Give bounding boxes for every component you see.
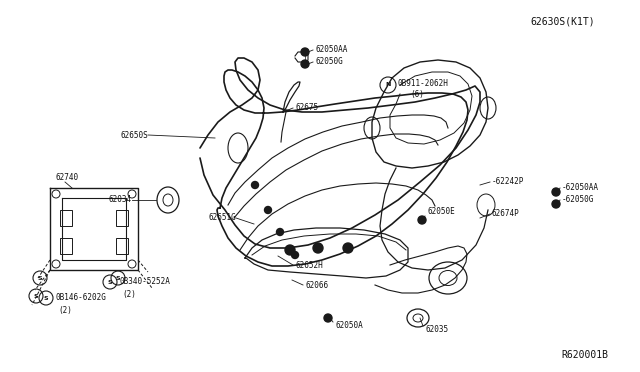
Text: 62034: 62034 xyxy=(109,196,132,205)
Text: 62050E: 62050E xyxy=(427,208,455,217)
Text: S: S xyxy=(34,294,38,298)
Text: S: S xyxy=(116,276,120,280)
Circle shape xyxy=(276,228,284,235)
Bar xyxy=(60,210,72,226)
Text: 62050A: 62050A xyxy=(335,321,363,330)
Text: 62630S(K1T): 62630S(K1T) xyxy=(530,17,595,27)
Text: R620001B: R620001B xyxy=(561,350,608,360)
Circle shape xyxy=(552,200,560,208)
Text: 62035: 62035 xyxy=(425,326,448,334)
Text: 62675: 62675 xyxy=(295,103,318,112)
Text: 0B911-2062H: 0B911-2062H xyxy=(397,78,448,87)
Circle shape xyxy=(264,206,271,214)
Circle shape xyxy=(252,182,259,189)
Text: 0B146-6202G: 0B146-6202G xyxy=(56,294,107,302)
Bar xyxy=(116,238,128,254)
Text: 62652H: 62652H xyxy=(295,260,323,269)
Circle shape xyxy=(343,243,353,253)
Text: (6): (6) xyxy=(410,90,424,99)
Circle shape xyxy=(291,251,298,259)
Circle shape xyxy=(285,245,295,255)
Text: S: S xyxy=(108,279,112,285)
Text: 62651G: 62651G xyxy=(208,214,236,222)
Circle shape xyxy=(552,188,560,196)
Text: -62050G: -62050G xyxy=(562,196,595,205)
Text: (2): (2) xyxy=(58,305,72,314)
Text: (2): (2) xyxy=(122,289,136,298)
Text: N: N xyxy=(385,83,390,87)
Text: 62674P: 62674P xyxy=(492,209,520,218)
Circle shape xyxy=(301,48,309,56)
Circle shape xyxy=(418,216,426,224)
Text: -62242P: -62242P xyxy=(492,177,524,186)
Text: 62066: 62066 xyxy=(305,280,328,289)
Circle shape xyxy=(313,243,323,253)
Text: 62650S: 62650S xyxy=(120,131,148,140)
Text: 62740: 62740 xyxy=(55,173,78,183)
Text: 62050G: 62050G xyxy=(315,58,343,67)
Bar xyxy=(116,210,128,226)
Text: S: S xyxy=(44,295,48,301)
Bar xyxy=(60,238,72,254)
Circle shape xyxy=(324,314,332,322)
Text: -62050AA: -62050AA xyxy=(562,183,599,192)
Text: 0B340-5252A: 0B340-5252A xyxy=(120,278,171,286)
Text: 62050AA: 62050AA xyxy=(315,45,348,55)
Text: S: S xyxy=(38,276,42,280)
Circle shape xyxy=(301,60,309,68)
